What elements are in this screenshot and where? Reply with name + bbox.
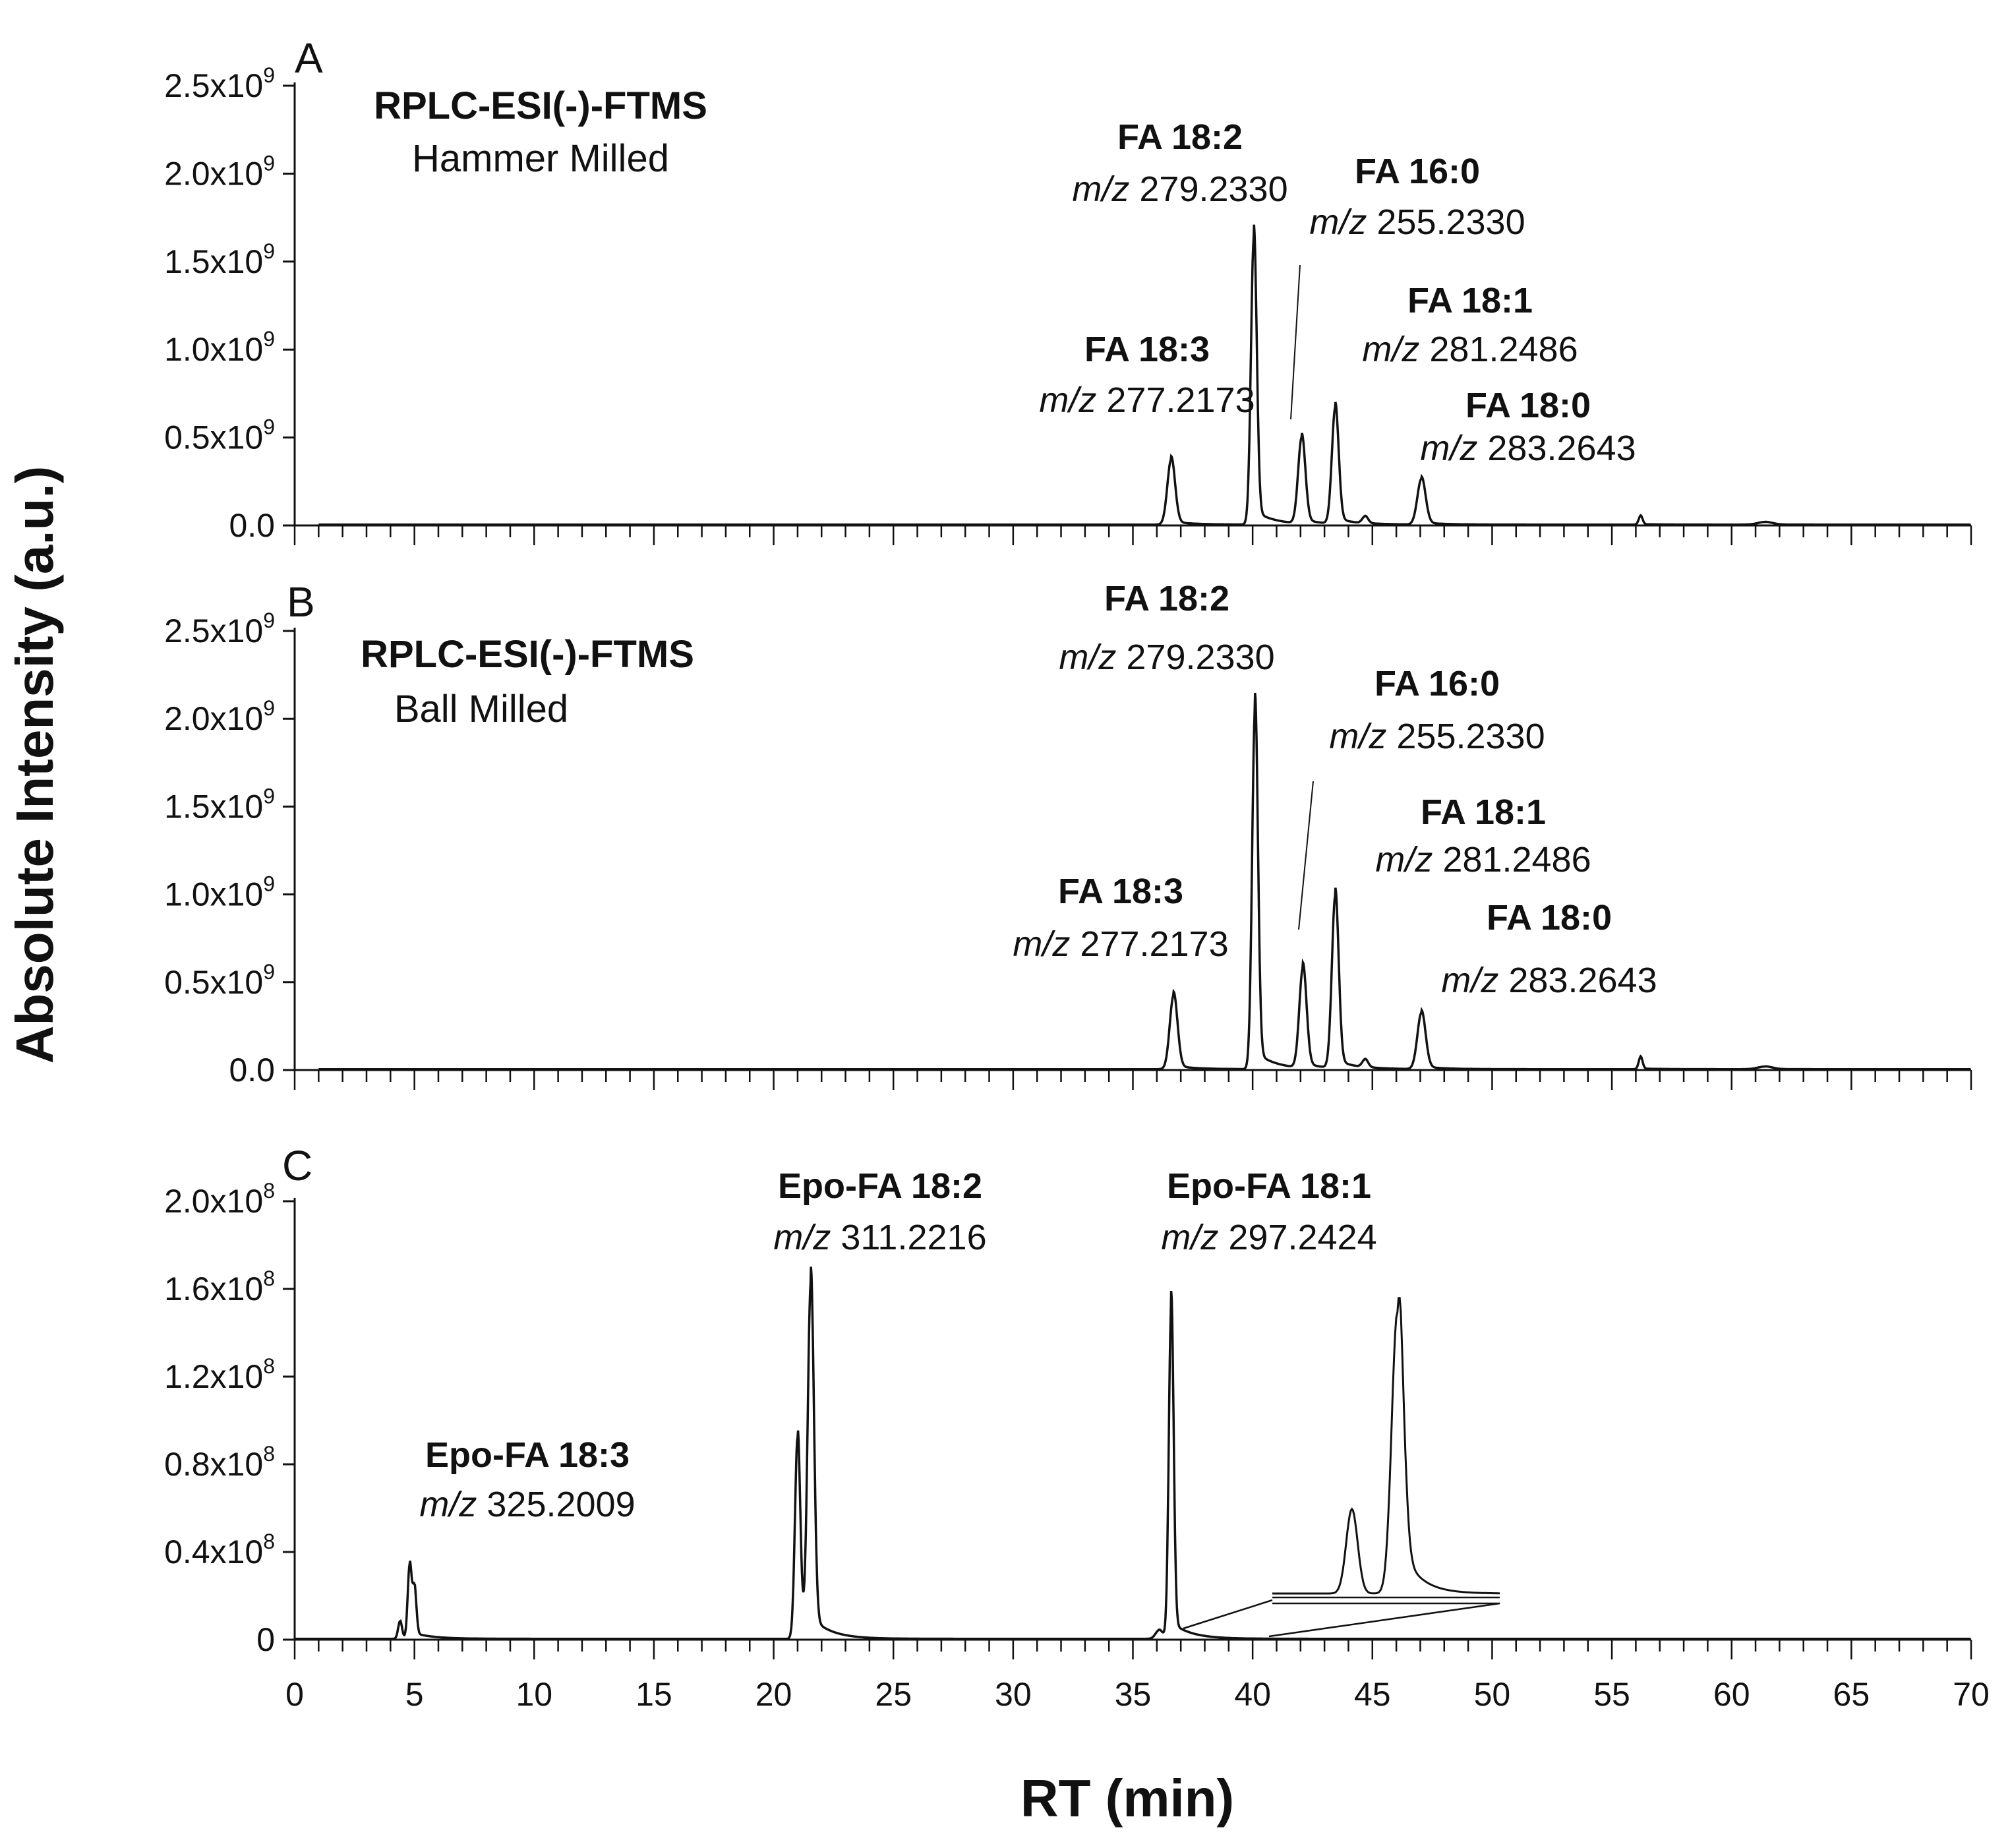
x-tick-label: 10	[516, 1676, 552, 1713]
peak-mz-label: m/z 297.2424	[1161, 1218, 1376, 1257]
y-tick-label: 2.5x109	[164, 609, 275, 649]
x-tick-label: 50	[1474, 1676, 1511, 1713]
annotation-leader-line	[1290, 264, 1301, 420]
x-tick-label: 25	[875, 1676, 912, 1713]
y-tick-label: 0.5x109	[164, 415, 275, 456]
peak-mz-label: m/z 279.2330	[1059, 638, 1274, 677]
annotation-leader-line	[1298, 781, 1314, 930]
peak-name-label: FA 18:3	[1058, 872, 1183, 911]
y-tick-label: 1.0x109	[164, 872, 275, 913]
x-tick-label: 15	[636, 1676, 672, 1713]
x-axis-label: RT (min)	[1020, 1769, 1234, 1828]
x-tick-label: 40	[1234, 1676, 1271, 1713]
peak-mz-label: m/z 311.2216	[773, 1218, 986, 1257]
y-tick-label: 0.0	[229, 507, 275, 544]
peak-name-label: Epo-FA 18:2	[778, 1166, 982, 1206]
y-tick-label: 0.8x108	[164, 1442, 275, 1483]
peak-name-label: FA 18:0	[1487, 898, 1612, 938]
inset-connector	[1268, 1602, 1500, 1638]
peak-mz-label: m/z 281.2486	[1362, 330, 1578, 369]
peak-name-label: FA 16:0	[1374, 664, 1500, 703]
y-tick-label: 1.0x109	[164, 327, 275, 368]
panel-sample-subtitle: Ball Milled	[394, 688, 568, 730]
x-tick-label: 65	[1833, 1676, 1870, 1713]
y-tick-label: 0.5x109	[164, 960, 275, 1001]
peak-mz-label: m/z 283.2643	[1420, 429, 1636, 468]
chromatogram-trace	[318, 692, 1971, 1071]
peak-name-label: FA 18:1	[1407, 281, 1533, 320]
x-tick-label: 20	[755, 1676, 792, 1713]
chromatogram-trace	[318, 224, 1971, 526]
y-tick-label: 2.5x109	[164, 63, 275, 104]
panel-a: A 0.0 0.5x109 1.0x109 1.5x109 2.0x109 2.5x109 R…	[164, 34, 1972, 545]
peak-mz-label: m/z 277.2173	[1013, 924, 1228, 964]
x-tick-label: 0	[285, 1676, 304, 1713]
peak-name-label: Epo-FA 18:3	[425, 1435, 630, 1475]
x-tick-label: 5	[405, 1676, 424, 1713]
y-tick-label: 0.4x108	[164, 1530, 275, 1570]
peak-mz-label: m/z 255.2330	[1309, 202, 1525, 242]
x-tick-label: 35	[1115, 1676, 1152, 1713]
peak-name-label: FA 18:2	[1104, 579, 1229, 618]
y-tick-label: 1.2x108	[164, 1354, 275, 1395]
inset-trace	[1272, 1297, 1500, 1595]
panel-c: C 0 0.4x108 0.8x108 1.2x108 1.6x108 2.0x108 0 5 1…	[164, 1142, 1990, 1713]
peak-name-label: FA 18:1	[1421, 792, 1546, 832]
x-tick-label: 45	[1354, 1676, 1391, 1713]
x-tick-label: 30	[995, 1676, 1032, 1713]
peak-mz-label: m/z 279.2330	[1072, 169, 1287, 209]
y-tick-label: 2.0x108	[164, 1179, 275, 1220]
peak-name-label: Epo-FA 18:1	[1167, 1166, 1371, 1206]
peak-name-label: FA 18:3	[1084, 330, 1210, 369]
peak-name-label: FA 18:0	[1465, 386, 1591, 425]
peak-name-label: FA 18:2	[1117, 117, 1243, 157]
x-tick-label: 70	[1953, 1676, 1990, 1713]
peak-mz-label: m/z 255.2330	[1329, 717, 1545, 756]
y-tick-label: 2.0x109	[164, 151, 275, 192]
panel-letter: A	[295, 34, 323, 82]
y-tick-label: 1.6x108	[164, 1267, 275, 1307]
panel-letter: B	[287, 578, 315, 626]
panel-sample-subtitle: Hammer Milled	[412, 137, 669, 180]
x-tick-label: 60	[1713, 1676, 1750, 1713]
peak-name-label: FA 16:0	[1355, 152, 1480, 191]
panel-b: B 0.0 0.5x109 1.0x109 1.5x109 2.0x109 2.5x109 R…	[164, 578, 1972, 1090]
panel-method-title: RPLC-ESI(-)-FTMS	[361, 633, 694, 676]
peak-mz-label: m/z 325.2009	[419, 1485, 635, 1524]
panel-method-title: RPLC-ESI(-)-FTMS	[374, 84, 707, 127]
y-tick-label: 0.0	[229, 1052, 275, 1088]
y-axis-label: Absolute Intensity (a.u.)	[5, 466, 64, 1064]
peak-mz-label: m/z 281.2486	[1375, 840, 1591, 879]
x-tick-label: 55	[1593, 1676, 1630, 1713]
inset-connector	[1183, 1599, 1273, 1630]
y-tick-label: 1.5x109	[164, 239, 275, 280]
panel-letter: C	[282, 1142, 312, 1189]
y-tick-label: 2.0x109	[164, 696, 275, 737]
chromatogram-trace	[295, 1267, 1971, 1640]
y-tick-label: 0	[256, 1621, 275, 1658]
peak-mz-label: m/z 277.2173	[1039, 380, 1255, 420]
y-tick-label: 1.5x109	[164, 784, 275, 825]
peak-mz-label: m/z 283.2643	[1441, 961, 1657, 1000]
